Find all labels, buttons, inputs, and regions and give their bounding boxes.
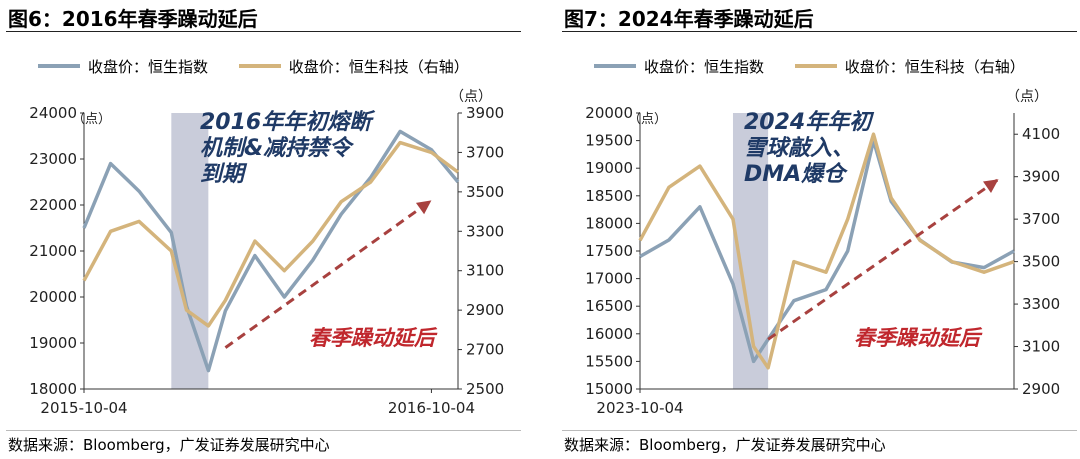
right-tick-label: 3300 — [466, 222, 504, 240]
event-annotation-line: DMA爆仓 — [744, 162, 848, 187]
left-tick-label: 19000 — [29, 334, 77, 352]
left-tick-label: 16500 — [585, 297, 633, 315]
title-rule — [6, 31, 521, 32]
left-tick-label: 15500 — [585, 352, 633, 370]
legend-swatch-hstech — [794, 64, 837, 68]
right-tick-label: 3100 — [1022, 338, 1060, 356]
shaded-period — [171, 113, 209, 389]
left-tick-label: 19500 — [585, 132, 633, 150]
trend-arrow-head — [983, 179, 999, 193]
chart-legend: 收盘价：恒生指数 收盘价：恒生科技（右轴） — [594, 54, 1051, 77]
right-tick-label: 4100 — [1022, 125, 1060, 143]
legend-label-hstech: 收盘价：恒生科技（右轴） — [288, 57, 469, 76]
legend-swatch-hsi — [38, 64, 80, 68]
left-tick-label: 23000 — [29, 150, 77, 168]
left-tick-label: 18500 — [585, 187, 633, 205]
event-annotation-line: 2016年年初熔断 — [200, 109, 376, 135]
right-tick-label: 2900 — [1022, 380, 1060, 398]
arrow-label: 春季躁动延后 — [854, 326, 983, 350]
event-annotation-line: 2024年年初 — [744, 109, 875, 135]
x-tick-label: 2015-10-04 — [40, 399, 127, 417]
arrow-label: 春季躁动延后 — [309, 326, 438, 350]
right-tick-label: 3500 — [1022, 253, 1060, 271]
left-tick-label: 20000 — [29, 288, 77, 306]
left-tick-label: 21000 — [29, 242, 77, 260]
source-rule — [562, 430, 1077, 431]
legend-swatch-hsi — [594, 64, 636, 68]
trend-arrow-head — [415, 200, 432, 215]
right-tick-label: 3700 — [466, 143, 504, 161]
figure-7-panel: 图7：2024年春季躁动延后 收盘价：恒生指数 收盘价：恒生科技（右轴） 150… — [562, 0, 1080, 459]
x-tick-label: 2016-10-04 — [388, 399, 475, 417]
source-rule — [6, 430, 521, 431]
right-tick-label: 3300 — [1022, 295, 1060, 313]
right-tick-label: 2700 — [466, 341, 504, 359]
event-annotation-line: 机制&减持禁令 — [200, 135, 354, 161]
left-axis-unit: （点） — [628, 112, 667, 127]
line-chart: 1800019000200002100022000230002400025002… — [29, 89, 504, 417]
right-axis-unit: （点） — [1006, 89, 1048, 105]
left-tick-label: 19000 — [585, 159, 633, 177]
legend-label-hsi: 收盘价：恒生指数 — [88, 57, 209, 76]
legend-item-hstech: 收盘价：恒生科技（右轴） — [238, 56, 469, 77]
title-rule — [562, 31, 1077, 32]
legend-item-hsi: 收盘价：恒生指数 — [594, 56, 764, 77]
right-tick-label: 2900 — [466, 301, 504, 319]
legend-label-hsi: 收盘价：恒生指数 — [644, 57, 765, 76]
left-tick-label: 15000 — [585, 380, 633, 398]
x-tick-label: 2023-10-04 — [596, 399, 683, 417]
event-annotation-line: 雪球敲入、 — [744, 136, 854, 161]
figure-6-panel: 图6：2016年春季躁动延后 收盘价：恒生指数 收盘价：恒生科技（右轴） 180… — [6, 0, 526, 459]
data-source: 数据来源：Bloomberg，广发证券发展研究中心 — [564, 436, 886, 454]
trend-arrow-line — [767, 178, 1000, 341]
left-tick-label: 22000 — [29, 196, 77, 214]
legend-label-hstech: 收盘价：恒生科技（右轴） — [844, 57, 1025, 76]
left-tick-label: 18000 — [585, 214, 633, 232]
left-tick-label: 17000 — [585, 270, 633, 288]
legend-item-hstech: 收盘价：恒生科技（右轴） — [794, 56, 1025, 77]
right-tick-label: 3900 — [1022, 168, 1060, 186]
right-tick-label: 3500 — [466, 183, 504, 201]
figure-title: 图7：2024年春季躁动延后 — [564, 7, 814, 31]
left-tick-label: 24000 — [29, 104, 77, 122]
left-tick-label: 20000 — [585, 104, 633, 122]
trend-arrow-line — [224, 199, 433, 349]
right-tick-label: 3100 — [466, 262, 504, 280]
series-line-hstech — [638, 132, 1015, 370]
data-source: 数据来源：Bloomberg，广发证券发展研究中心 — [8, 436, 330, 454]
chart-legend: 收盘价：恒生指数 收盘价：恒生科技（右轴） — [38, 54, 495, 77]
series-line-hstech — [82, 140, 460, 328]
right-tick-label: 3900 — [466, 104, 504, 122]
right-tick-label: 3700 — [1022, 210, 1060, 228]
legend-item-hsi: 收盘价：恒生指数 — [38, 56, 208, 77]
event-annotation-line: 到期 — [200, 162, 248, 187]
left-tick-label: 18000 — [29, 380, 77, 398]
line-chart: 15000 15500 16000 16500 17000 17500 18000 18500… — [585, 89, 1060, 417]
figure-title: 图6：2016年春季躁动延后 — [8, 7, 258, 31]
left-tick-label: 17500 — [585, 242, 633, 260]
series-line-hsi — [82, 129, 460, 373]
left-axis-unit: （点） — [72, 112, 111, 127]
right-tick-label: 2500 — [466, 380, 504, 398]
right-axis-unit: （点） — [450, 89, 492, 105]
legend-swatch-hstech — [238, 64, 281, 68]
left-tick-label: 16000 — [585, 325, 633, 343]
